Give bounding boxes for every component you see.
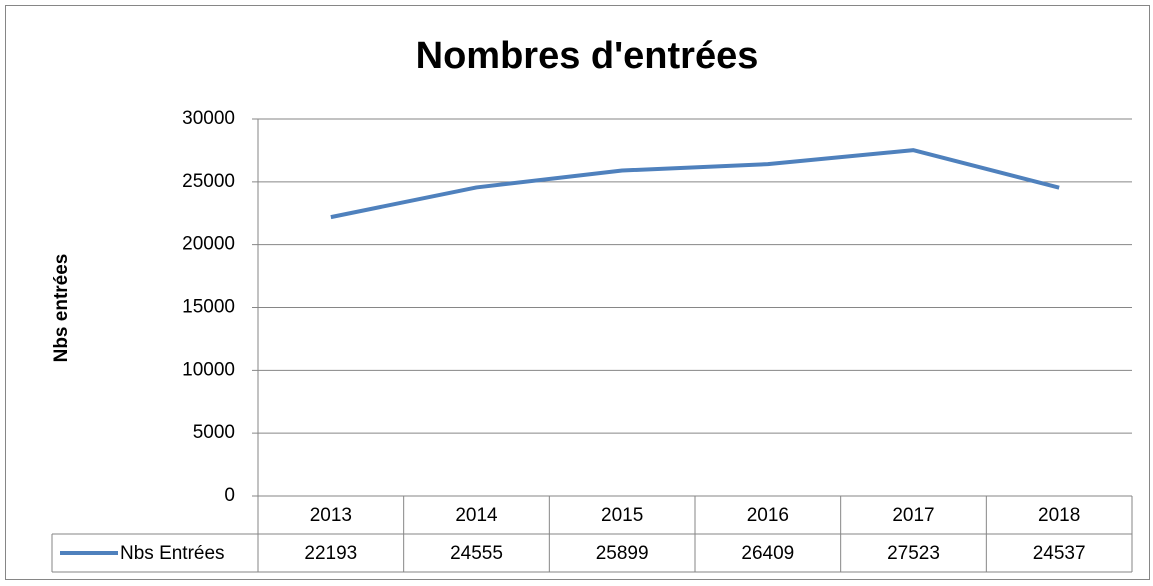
- x-tick-label: 2015: [601, 505, 643, 526]
- chart-border: [5, 5, 1150, 580]
- data-line: [330, 148, 1060, 220]
- x-tick-label: 2018: [1038, 505, 1080, 526]
- x-tick-label: 2014: [455, 505, 498, 526]
- legend-label: Nbs Entrées: [120, 543, 225, 564]
- x-tick-label: 2017: [892, 505, 934, 526]
- chart-title: Nombres d'entrées: [416, 35, 759, 77]
- y-tick-label: 5000: [193, 422, 235, 443]
- table-value: 22193: [304, 543, 357, 564]
- x-tick-label: 2016: [747, 505, 789, 526]
- table-value: 24537: [1033, 543, 1086, 564]
- y-tick-label: 25000: [182, 171, 235, 192]
- y-axis-label: Nbs entrées: [51, 254, 72, 363]
- y-tick-label: 20000: [182, 234, 235, 255]
- y-tick-label: 15000: [182, 297, 235, 318]
- table-value: 26409: [741, 543, 794, 564]
- y-tick-label: 0: [224, 485, 235, 506]
- y-tick-label: 30000: [182, 108, 235, 129]
- table-value: 27523: [887, 543, 940, 564]
- table-value: 25899: [596, 543, 649, 564]
- y-tick-label: 10000: [182, 359, 235, 380]
- x-tick-label: 2013: [310, 505, 352, 526]
- table-value: 24555: [450, 543, 503, 564]
